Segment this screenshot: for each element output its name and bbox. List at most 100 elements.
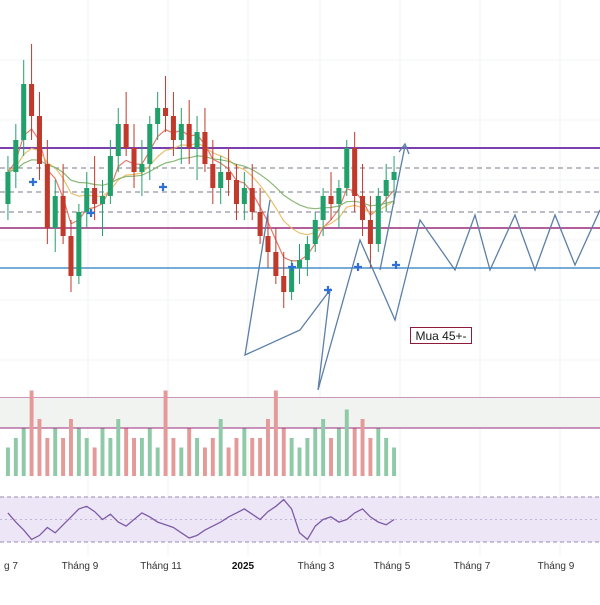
- volume-bar: [132, 438, 136, 476]
- signal-cross-marker[interactable]: [159, 183, 167, 191]
- candle-body[interactable]: [52, 196, 58, 228]
- volume-bar: [210, 438, 215, 476]
- candle-body[interactable]: [352, 148, 358, 196]
- candle-body[interactable]: [68, 236, 74, 276]
- candle-body[interactable]: [170, 116, 176, 140]
- candle-body[interactable]: [360, 196, 366, 220]
- candle-body[interactable]: [257, 212, 263, 236]
- volume-bar: [321, 419, 326, 476]
- signal-cross-marker[interactable]: [288, 263, 296, 271]
- volume-bar: [392, 447, 397, 476]
- volume-bar: [195, 438, 200, 476]
- volume-bar: [108, 438, 113, 476]
- x-axis-label: Tháng 9: [62, 561, 99, 572]
- volume-bar: [242, 428, 247, 476]
- candle-body[interactable]: [304, 244, 310, 260]
- volume-bar: [250, 438, 255, 476]
- volume-bar: [336, 428, 341, 476]
- candle-body[interactable]: [241, 188, 247, 204]
- candle-body[interactable]: [233, 180, 239, 204]
- volume-bar: [376, 428, 381, 476]
- volume-bar: [344, 409, 349, 476]
- candle-body[interactable]: [226, 172, 232, 180]
- volume-bar: [53, 428, 58, 476]
- candle-body[interactable]: [123, 124, 129, 148]
- candle-body[interactable]: [375, 196, 381, 244]
- volume-bar: [258, 438, 263, 476]
- x-axis-label: Tháng 7: [454, 561, 491, 572]
- candle-body[interactable]: [320, 196, 326, 220]
- candle-body[interactable]: [21, 84, 27, 140]
- candle-body[interactable]: [115, 124, 121, 156]
- candle-body[interactable]: [289, 268, 295, 292]
- volume-bar: [147, 428, 152, 476]
- candle-body[interactable]: [273, 252, 279, 276]
- buy-note-label: Mua 45+-: [415, 329, 467, 343]
- candle-body[interactable]: [344, 148, 350, 188]
- projection-arrow-head: [398, 142, 410, 155]
- candle-body[interactable]: [60, 196, 66, 236]
- candle-body[interactable]: [367, 220, 373, 244]
- buy-note-box: Mua 45+-: [410, 327, 472, 344]
- candle-body[interactable]: [84, 188, 90, 212]
- candle-body[interactable]: [194, 132, 200, 148]
- candle-body[interactable]: [163, 108, 169, 116]
- candle-body[interactable]: [391, 172, 397, 180]
- ema-fast-line: [7, 128, 395, 262]
- signal-cross-marker[interactable]: [87, 209, 95, 217]
- candle-body[interactable]: [29, 84, 35, 116]
- candle-body[interactable]: [210, 164, 216, 188]
- x-axis-label: Tháng 5: [374, 561, 411, 572]
- candle-body[interactable]: [107, 156, 113, 196]
- candle-body[interactable]: [155, 108, 161, 124]
- candle-body[interactable]: [139, 164, 145, 172]
- volume-bar: [100, 428, 105, 476]
- candle-body[interactable]: [92, 188, 98, 204]
- volume-bar: [61, 438, 66, 476]
- x-axis-label: Tháng 11: [140, 561, 182, 572]
- volume-bar: [273, 390, 278, 476]
- candle-body[interactable]: [336, 188, 342, 204]
- x-axis-label: Tháng 3: [298, 561, 335, 572]
- volume-bar: [45, 438, 50, 476]
- volume-bar: [305, 438, 310, 476]
- candle-body[interactable]: [383, 180, 389, 196]
- candle-body[interactable]: [13, 140, 19, 172]
- volume-bar: [266, 419, 270, 476]
- candle-body[interactable]: [202, 132, 208, 164]
- signal-cross-marker[interactable]: [392, 261, 400, 269]
- candle-body[interactable]: [5, 172, 11, 204]
- volume-bar: [226, 447, 231, 476]
- candle-body[interactable]: [218, 172, 224, 188]
- volume-bar: [368, 438, 373, 476]
- ema-mid-line: [7, 142, 395, 236]
- candle-body[interactable]: [131, 148, 137, 172]
- volume-bar: [234, 438, 239, 476]
- candle-body[interactable]: [328, 196, 334, 204]
- candle-body[interactable]: [312, 220, 318, 244]
- candle-body[interactable]: [36, 116, 42, 164]
- candle-body[interactable]: [296, 260, 303, 268]
- volume-bar: [329, 438, 333, 476]
- candle-body[interactable]: [147, 124, 153, 164]
- signal-cross-marker[interactable]: [324, 286, 332, 294]
- candle-body[interactable]: [249, 188, 255, 212]
- candle-body[interactable]: [178, 124, 184, 140]
- volume-bar: [360, 419, 365, 476]
- x-axis-label: g 7: [4, 561, 18, 572]
- candle-body[interactable]: [281, 276, 287, 292]
- candle-body[interactable]: [265, 236, 271, 252]
- signal-cross-marker[interactable]: [354, 263, 362, 271]
- x-axis-label: Tháng 9: [538, 561, 575, 572]
- candle-body[interactable]: [99, 196, 106, 204]
- volume-bar: [5, 447, 10, 476]
- candle-body[interactable]: [44, 164, 50, 228]
- volume-bar: [13, 438, 18, 476]
- volume-band: [0, 398, 600, 428]
- candle-body[interactable]: [186, 124, 192, 148]
- signal-cross-marker[interactable]: [29, 178, 37, 186]
- volume-bar: [187, 428, 192, 476]
- candle-body[interactable]: [76, 212, 82, 276]
